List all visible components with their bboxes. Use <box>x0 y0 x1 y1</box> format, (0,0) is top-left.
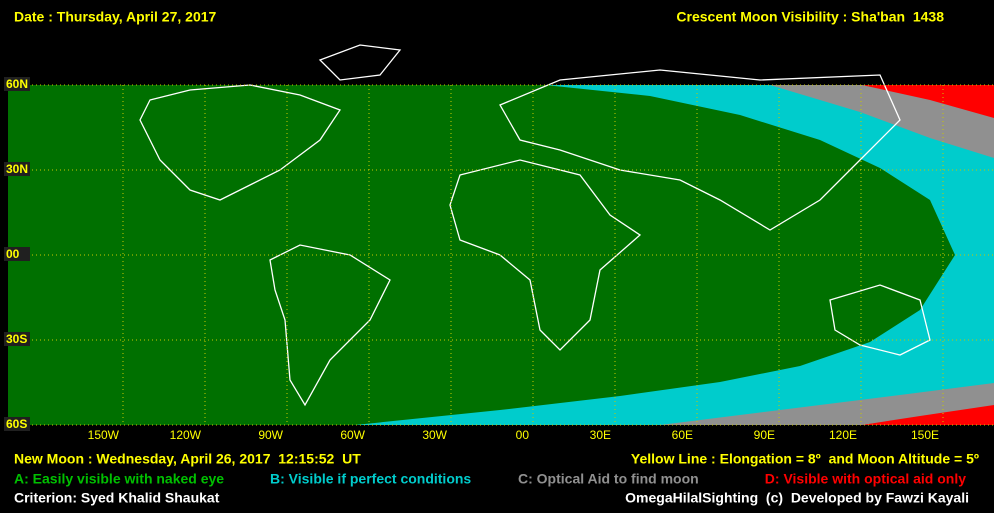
map <box>8 44 994 425</box>
header-title: Crescent Moon Visibility : Sha'ban 1438 <box>676 9 944 25</box>
legend-a: A: Easily visible with naked eye <box>14 471 224 487</box>
latitude-label: 60S <box>6 417 27 431</box>
longitude-label: 150E <box>911 428 939 442</box>
latitude-label-box <box>4 417 30 431</box>
longitude-label: 30E <box>590 428 611 442</box>
criterion: Criterion: Syed Khalid Shaukat <box>14 490 220 506</box>
legend-b: B: Visible if perfect conditions <box>270 471 471 487</box>
longitude-label: 60E <box>672 428 693 442</box>
longitude-label: 120E <box>829 428 857 442</box>
new-moon: New Moon : Wednesday, April 26, 2017 12:… <box>14 451 361 467</box>
longitude-label: 120W <box>170 428 202 442</box>
latitude-label: 30S <box>6 332 27 346</box>
longitude-label: 90W <box>258 428 283 442</box>
longitude-label: 90E <box>754 428 775 442</box>
credit: OmegaHilalSighting (c) Developed by Fawz… <box>625 490 969 506</box>
latitude-label: 60N <box>6 77 28 91</box>
latitude-label-box <box>4 332 30 346</box>
legend-c: C: Optical Aid to find moon <box>518 471 699 487</box>
yellow-line-note: Yellow Line : Elongation = 8º and Moon A… <box>631 451 979 467</box>
legend-d: D: Visible with optical aid only <box>765 471 966 487</box>
latitude-label: 00 <box>6 247 20 261</box>
zone-c-south <box>660 383 994 425</box>
latitude-label: 30N <box>6 162 28 176</box>
zone-c-north <box>770 85 994 158</box>
latitude-label-box <box>4 162 30 176</box>
longitude-label: 00 <box>516 428 530 442</box>
longitude-label: 60W <box>340 428 365 442</box>
latitude-label-box <box>4 77 30 91</box>
longitude-label: 30W <box>422 428 447 442</box>
latitude-label-box <box>4 247 30 261</box>
zone-d-north <box>862 85 994 118</box>
zone-d-south <box>862 405 994 425</box>
header-date: Date : Thursday, April 27, 2017 <box>14 9 217 25</box>
longitude-label: 150W <box>88 428 120 442</box>
